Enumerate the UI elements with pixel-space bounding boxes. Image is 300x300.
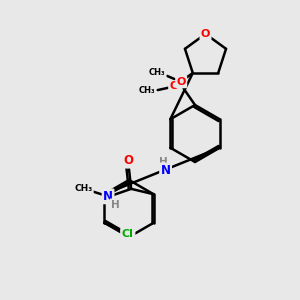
Text: N: N xyxy=(103,190,113,203)
Text: N: N xyxy=(124,230,134,244)
Text: CH₃: CH₃ xyxy=(74,184,93,193)
Text: Cl: Cl xyxy=(122,229,134,239)
Text: H: H xyxy=(111,200,119,210)
Text: O: O xyxy=(176,77,186,87)
Text: N: N xyxy=(160,164,171,177)
Text: CH₃: CH₃ xyxy=(149,68,166,77)
Text: O: O xyxy=(201,29,210,39)
Text: O: O xyxy=(169,82,179,92)
Text: H: H xyxy=(159,157,168,167)
Text: CH₃: CH₃ xyxy=(138,85,155,94)
Text: O: O xyxy=(124,154,134,167)
